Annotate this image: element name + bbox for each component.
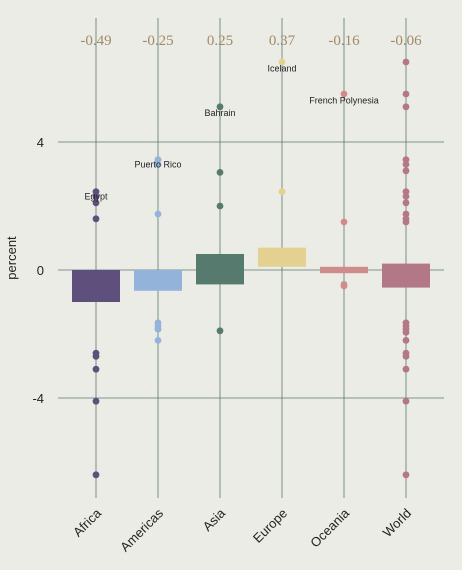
- outlier-point: [278, 58, 286, 66]
- outlier-point: [216, 327, 224, 335]
- outlier-point: [154, 156, 162, 164]
- box-layer: [72, 247, 430, 302]
- outlier-point: [154, 325, 162, 333]
- outlier-point: [402, 353, 410, 360]
- outlier-point: [402, 471, 410, 479]
- y-tick-label: 4: [37, 135, 44, 150]
- outlier-point: [92, 471, 100, 479]
- outlier-layer: [92, 58, 410, 479]
- outlier-point: [216, 103, 224, 111]
- x-tick-label: Europe: [250, 506, 290, 546]
- grid-layer: [58, 18, 444, 498]
- outlier-point: [340, 90, 348, 98]
- outlier-point: [92, 199, 100, 207]
- outlier-point: [402, 199, 410, 207]
- median-label-americas: -0.25: [142, 33, 173, 49]
- outlier-point: [402, 167, 410, 175]
- x-tick-label: Asia: [200, 505, 229, 534]
- outlier-point: [402, 156, 410, 164]
- outlier-point: [402, 329, 410, 336]
- annotation-label: Egypt: [84, 191, 108, 201]
- median-label-oceania: -0.16: [328, 33, 360, 49]
- x-tick-label: Africa: [70, 505, 105, 540]
- y-axis-label: percent: [4, 236, 19, 280]
- outlier-point: [92, 188, 100, 196]
- box-africa: [72, 270, 120, 302]
- y-tick-label: -4: [32, 391, 44, 406]
- annotation-label: Puerto Rico: [134, 159, 181, 169]
- box-oceania: [320, 266, 368, 274]
- outlier-point: [92, 397, 100, 405]
- outlier-point: [402, 337, 410, 344]
- outlier-point: [92, 215, 100, 223]
- outlier-point: [402, 103, 410, 111]
- outlier-point: [402, 161, 410, 168]
- outlier-point: [154, 210, 162, 218]
- outlier-point: [402, 58, 410, 66]
- outlier-point: [92, 353, 100, 360]
- box-world: [382, 263, 430, 288]
- annotation-label: Iceland: [267, 63, 296, 73]
- y-tick-label: 0: [37, 263, 44, 278]
- outlier-point: [402, 210, 410, 218]
- outlier-point: [216, 169, 224, 176]
- median-label-europe: 0.37: [269, 33, 296, 49]
- box-europe: [258, 247, 306, 267]
- box-asia: [196, 254, 244, 285]
- outlier-point: [340, 218, 348, 226]
- median-label-world: -0.06: [390, 33, 422, 49]
- outlier-point: [154, 161, 162, 168]
- outlier-point: [278, 188, 286, 196]
- outlier-point: [402, 397, 410, 405]
- outlier-point: [154, 337, 162, 344]
- x-tick-label: World: [380, 506, 414, 540]
- outlier-point: [92, 193, 100, 200]
- outlier-point: [402, 193, 410, 200]
- annotation-label: Bahrain: [204, 108, 235, 118]
- annotation-label: French Polynesia: [309, 95, 379, 105]
- x-tick-label: Oceania: [307, 505, 352, 550]
- box-americas: [134, 270, 182, 291]
- outlier-point: [402, 365, 410, 373]
- outlier-point: [92, 365, 100, 373]
- outlier-point: [402, 218, 410, 226]
- outlier-point: [402, 90, 410, 98]
- median-label-asia: 0.25: [207, 33, 233, 49]
- x-tick-label: Americas: [117, 505, 166, 554]
- outlier-point: [340, 282, 348, 290]
- outlier-point: [402, 188, 410, 196]
- outlier-point: [216, 202, 224, 210]
- median-label-africa: -0.49: [80, 33, 111, 49]
